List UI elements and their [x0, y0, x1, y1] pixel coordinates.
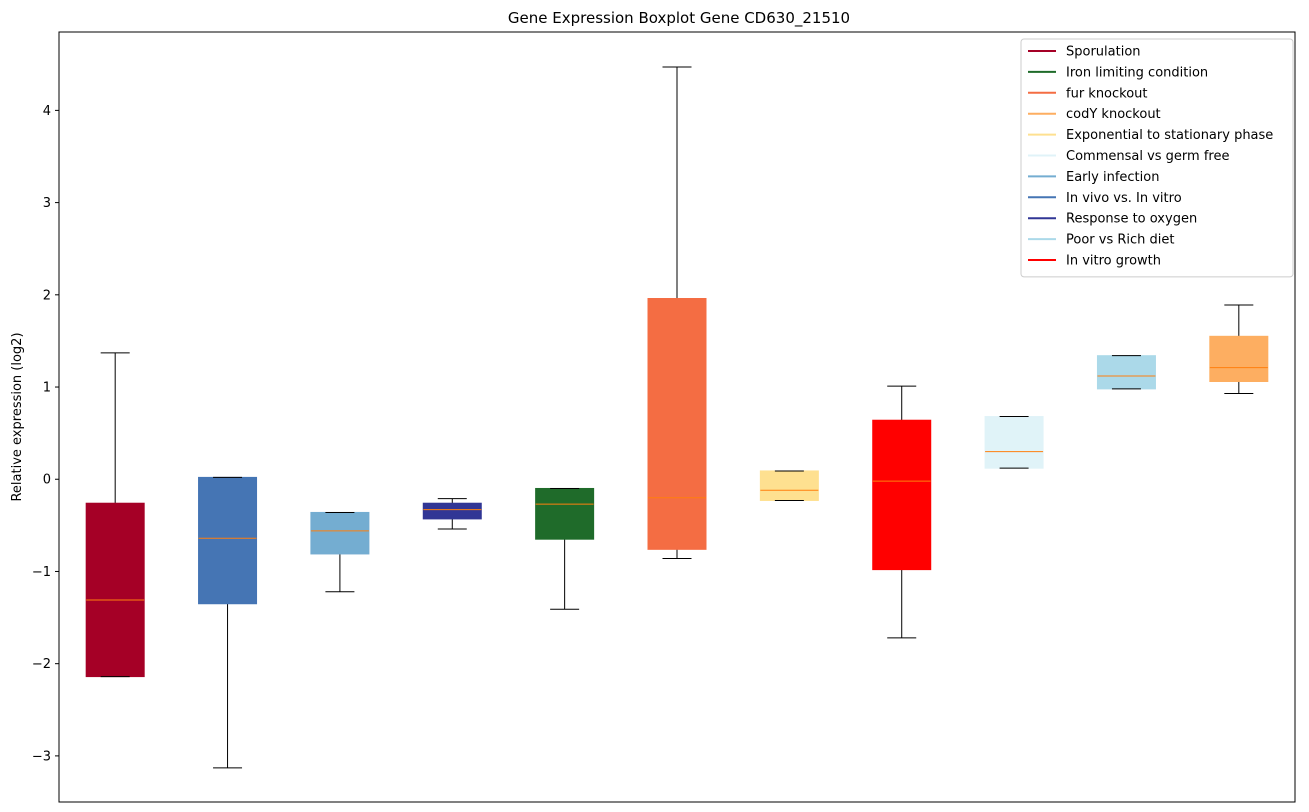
legend-entry-11: In vitro growth	[1028, 254, 1161, 269]
y-tick-label: 2	[43, 288, 51, 303]
legend-label: Response to oxygen	[1066, 212, 1197, 227]
chart-title: Gene Expression Boxplot Gene CD630_21510	[508, 9, 850, 28]
box-group-2	[198, 476, 258, 769]
legend-entry-7: Early infection	[1028, 170, 1159, 185]
y-tick-label: 3	[43, 196, 51, 211]
y-axis-label: Relative expression (log2)	[10, 332, 25, 501]
legend-label: codY knockout	[1066, 107, 1161, 122]
legend-entry-6: Commensal vs germ free	[1028, 149, 1229, 164]
legend-label: Exponential to stationary phase	[1066, 128, 1273, 143]
box-iqr	[1209, 335, 1269, 382]
box-group-8	[872, 385, 932, 639]
y-tick-label: −1	[32, 565, 51, 580]
box-iqr	[759, 470, 819, 501]
legend-label: fur knockout	[1066, 86, 1148, 101]
y-tick-label: 1	[43, 381, 51, 396]
legend-entry-10: Poor vs Rich diet	[1028, 233, 1174, 248]
legend-label: Early infection	[1066, 170, 1159, 185]
box-iqr	[1096, 355, 1156, 390]
legend-label: Poor vs Rich diet	[1066, 233, 1174, 248]
plot-frame	[58, 31, 1296, 803]
box-group-9	[984, 416, 1044, 469]
box-iqr	[872, 419, 932, 571]
box-group-4	[422, 498, 482, 530]
box-iqr	[422, 502, 482, 520]
legend-frame	[1020, 38, 1294, 278]
plot-area: −3 −2 −1 0 1 2 3 4	[32, 31, 1296, 803]
legend-label: Sporulation	[1066, 45, 1141, 60]
legend-label: In vivo vs. In vitro	[1066, 191, 1182, 206]
y-tick-label: 0	[43, 473, 51, 488]
box-group-6	[647, 66, 707, 560]
box-iqr	[85, 502, 145, 678]
box-iqr	[310, 511, 370, 555]
legend-label: Iron limiting condition	[1066, 65, 1208, 80]
legend-entry-5: Exponential to stationary phase	[1028, 128, 1273, 143]
box-iqr	[198, 476, 258, 605]
y-tick-label: −3	[32, 749, 51, 764]
legend-entry-4: codY knockout	[1028, 107, 1161, 122]
legend-entry-2: Iron limiting condition	[1028, 65, 1208, 80]
box-group-11	[1209, 304, 1269, 394]
box-iqr	[535, 487, 595, 540]
box-group-10	[1096, 355, 1156, 390]
box-group-7	[759, 470, 819, 501]
y-tick-label: 4	[43, 104, 51, 119]
legend-label: Commensal vs germ free	[1066, 149, 1229, 164]
legend-entry-9: Response to oxygen	[1028, 212, 1197, 227]
legend: Sporulation Iron limiting condition fur kn…	[1020, 38, 1294, 278]
y-tick-label: −2	[32, 657, 51, 672]
box-iqr	[647, 298, 707, 550]
legend-entry-8: In vivo vs. In vitro	[1028, 191, 1182, 206]
box-group-5	[535, 487, 595, 610]
box-group-3	[310, 511, 370, 593]
box-group-1	[85, 352, 145, 678]
box-iqr	[984, 416, 1044, 469]
legend-entry-3: fur knockout	[1028, 86, 1148, 101]
legend-entry-1: Sporulation	[1028, 45, 1141, 60]
legend-label: In vitro growth	[1066, 254, 1161, 269]
